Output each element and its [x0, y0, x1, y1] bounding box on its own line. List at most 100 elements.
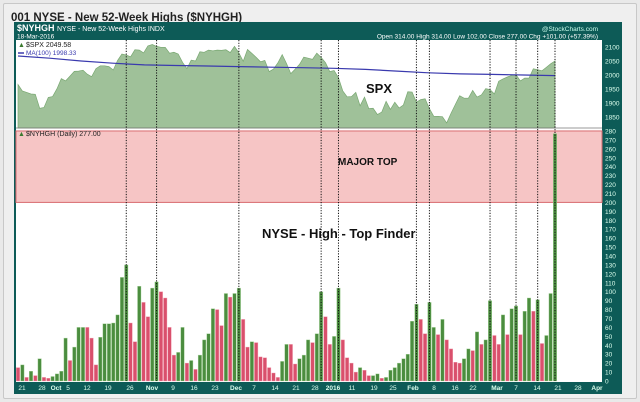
nyhgh-bar: [223, 293, 228, 382]
nyhgh-bar: [63, 337, 68, 382]
nyhgh-bar: [59, 371, 64, 382]
nyhgh-bar: [55, 373, 59, 382]
nyhgh-ytick: 220: [605, 182, 616, 189]
nyhgh-bar: [46, 378, 51, 382]
x-tick: 28: [311, 385, 319, 392]
spx-ytick: 1950: [605, 87, 620, 94]
nyhgh-bar: [327, 344, 332, 382]
nyhgh-ytick: 280: [605, 128, 616, 135]
nyhgh-bar: [479, 344, 484, 382]
nyhgh-bar: [280, 361, 285, 382]
nyhgh-bar: [206, 333, 211, 382]
nyhgh-bar: [453, 362, 458, 382]
nyhgh-bar: [76, 327, 81, 382]
x-tick: 28: [38, 385, 46, 392]
nyhgh-bar: [107, 323, 111, 382]
nyhgh-ytick: 250: [605, 155, 616, 162]
band-label: MAJOR TOP: [338, 157, 398, 168]
x-tick: Nov: [146, 385, 159, 392]
nyhgh-bar: [111, 322, 116, 382]
nyhgh-bar: [167, 327, 172, 382]
nyhgh-bar: [371, 375, 376, 382]
nyhgh-ytick: 170: [605, 227, 616, 234]
nyhgh-bar: [119, 277, 124, 382]
nyhgh-bar: [33, 375, 38, 382]
nyhgh-bar: [85, 327, 90, 382]
nyhgh-bar: [20, 364, 25, 382]
spx-ytick: 1900: [605, 101, 620, 108]
nyhgh-bar: [249, 341, 254, 382]
nyhgh-bar: [509, 308, 514, 382]
nyhgh-bar: [293, 363, 298, 382]
quote-summary: Open 314.00 High 314.00 Low 102.00 Close…: [377, 34, 598, 41]
nyhgh-annotation: NYSE - High - Top Finder: [262, 226, 416, 241]
x-tick: Apr: [591, 385, 603, 392]
spx-legend-icon: ▲: [18, 42, 25, 49]
nyhgh-ytick: 150: [605, 245, 616, 252]
spx-legend: $SPX 2049.58: [26, 42, 71, 49]
nyhgh-bar: [345, 357, 350, 382]
nyhgh-ytick: 90: [605, 298, 613, 305]
x-tick: 22: [469, 385, 477, 392]
nyhgh-bar: [94, 364, 98, 382]
x-tick: 12: [83, 385, 91, 392]
x-tick: 9: [171, 385, 175, 392]
x-tick: 25: [389, 385, 397, 392]
nyhgh-bar: [24, 377, 29, 382]
nyhgh-bar: [431, 327, 436, 382]
x-tick: 14: [271, 385, 279, 392]
nyhgh-bar: [29, 371, 33, 382]
nyhgh-bar: [548, 293, 553, 382]
nyhgh-bar: [379, 378, 384, 382]
nyhgh-ytick: 50: [605, 334, 613, 341]
nyhgh-bar: [132, 341, 137, 382]
nyhgh-bar: [306, 339, 311, 382]
nyhgh-ytick: 260: [605, 146, 616, 153]
nyhgh-bar: [98, 337, 103, 382]
nyhgh-bar: [462, 358, 466, 382]
nyhgh-bar: [427, 302, 432, 382]
nyhgh-ytick: 140: [605, 253, 616, 260]
nyhgh-bar: [505, 334, 510, 382]
nyhgh-bar: [102, 323, 107, 382]
nyhgh-bar: [219, 325, 224, 382]
watermark: @StockCharts.com: [542, 26, 598, 33]
nyhgh-bar: [518, 334, 523, 382]
nyhgh-bar: [475, 331, 479, 382]
nyhgh-bar: [436, 334, 440, 382]
spx-ytick: 2000: [605, 73, 620, 80]
spx-annotation: SPX: [366, 81, 392, 96]
nyhgh-bar: [68, 360, 72, 382]
x-tick: 7: [514, 385, 518, 392]
ma-legend: MA(100) 1998.33: [26, 50, 77, 57]
nyhgh-bar: [50, 376, 55, 382]
nyhgh-bar: [163, 297, 168, 382]
nyhgh-bar: [262, 357, 267, 382]
nyhgh-ytick: 270: [605, 137, 616, 144]
nyhgh-bar: [366, 375, 371, 382]
spx-ytick: 1850: [605, 115, 620, 122]
nyhgh-bar: [141, 302, 146, 382]
nyhgh-legend: $NYHGH (Daily) 277.00: [26, 131, 101, 138]
nyhgh-bar: [501, 314, 505, 382]
nyhgh-bar: [189, 360, 194, 382]
major-top-band: [15, 130, 603, 203]
nyhgh-bar: [540, 343, 544, 382]
nyhgh-bar: [358, 367, 363, 382]
nyhgh-bar: [184, 362, 189, 382]
nyhgh-bar: [410, 321, 415, 382]
nyhgh-bar: [193, 369, 198, 382]
nyhgh-bar: [444, 339, 449, 382]
nyhgh-bar: [340, 339, 345, 382]
x-tick: 23: [211, 385, 219, 392]
x-tick: 21: [554, 385, 562, 392]
x-tick: Dec: [230, 385, 242, 392]
nyhgh-bar: [332, 336, 337, 382]
nyhgh-ytick: 80: [605, 307, 613, 314]
x-tick: 26: [126, 385, 134, 392]
nyhgh-ytick: 30: [605, 352, 613, 359]
nyhgh-bar: [375, 373, 380, 382]
nyhgh-bar: [496, 344, 501, 382]
x-tick: Feb: [407, 385, 419, 392]
nyhgh-bar: [275, 377, 280, 382]
